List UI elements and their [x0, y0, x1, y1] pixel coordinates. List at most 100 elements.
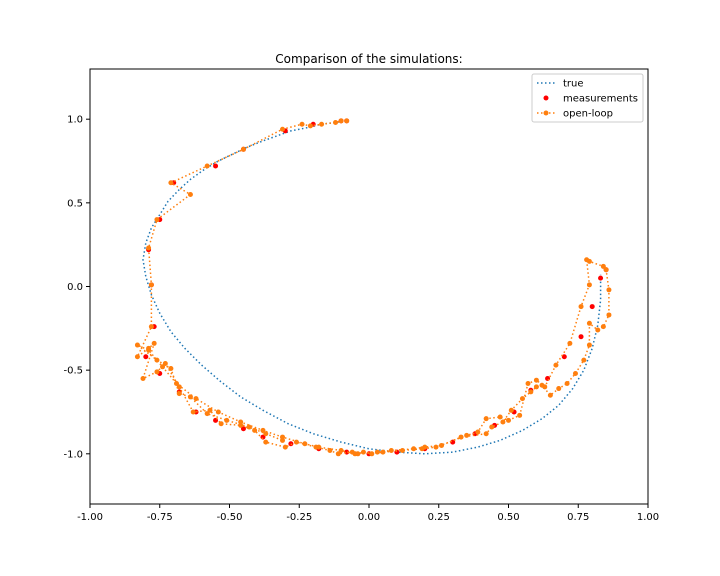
legend-open-loop-label: open-loop: [563, 109, 613, 120]
open-loop-point: [433, 444, 439, 450]
open-loop-point: [606, 312, 612, 318]
open-loop-point: [399, 447, 405, 453]
open-loop-point: [380, 449, 386, 455]
open-loop-point: [176, 384, 182, 390]
open-loop-point: [134, 354, 140, 360]
open-loop-point: [238, 419, 244, 425]
open-loop-point: [539, 382, 545, 388]
x-tick-label: -0.50: [217, 512, 243, 523]
open-loop-point: [483, 416, 489, 422]
open-loop-point: [497, 414, 503, 420]
open-loop-point: [572, 371, 578, 376]
open-loop-point: [475, 429, 481, 435]
open-loop-point: [162, 360, 168, 366]
open-loop-point: [603, 267, 609, 273]
open-loop-point: [146, 347, 152, 353]
open-loop-point: [338, 447, 344, 453]
open-loop-point: [388, 447, 394, 453]
open-loop-point: [374, 449, 380, 455]
open-loop-point: [224, 417, 230, 423]
open-loop-point: [187, 394, 193, 400]
open-loop-point: [148, 282, 154, 288]
open-loop-point: [154, 369, 160, 375]
open-loop-point: [140, 376, 146, 382]
measurement-point: [598, 275, 604, 281]
measurement-point: [578, 334, 584, 340]
open-loop-series-line: [136, 120, 610, 455]
open-loop-point: [352, 451, 358, 457]
open-loop-point: [299, 121, 305, 127]
open-loop-point: [218, 421, 224, 427]
y-tick-label: 0.5: [67, 198, 83, 209]
x-tick-label: 1.00: [637, 512, 659, 523]
x-tick-label: -0.25: [286, 512, 312, 523]
open-loop-point: [154, 357, 160, 363]
open-loop-point: [307, 123, 313, 129]
open-loop-point: [316, 444, 322, 450]
x-tick-label: -0.75: [147, 512, 173, 523]
open-loop-point: [333, 120, 339, 126]
open-loop-point: [528, 389, 534, 395]
open-loop-point: [204, 411, 210, 417]
open-loop-point: [553, 362, 559, 368]
open-loop-point: [344, 118, 350, 124]
true-series-line: [142, 120, 602, 455]
y-tick-label: 0.0: [67, 282, 83, 293]
legend: true measurements open-loop: [531, 73, 644, 123]
open-loop-point: [422, 444, 428, 450]
open-loop-point: [464, 432, 470, 438]
y-tick-label: 1.0: [67, 115, 83, 126]
open-loop-point: [369, 451, 375, 457]
x-axis: -1.00 -0.75 -0.50 -0.25 0.00 0.25 0.50 0.75 1.00: [77, 504, 659, 523]
open-loop-point: [187, 191, 193, 197]
open-loop-point: [293, 439, 299, 445]
open-loop-point: [458, 434, 464, 440]
open-loop-point: [173, 381, 179, 387]
open-loop-point: [439, 442, 445, 448]
open-loop-point: [160, 364, 166, 370]
open-loop-point: [280, 126, 286, 132]
measurement-point: [213, 163, 219, 169]
open-loop-point: [556, 386, 562, 392]
open-loop-point: [600, 263, 606, 269]
x-tick-label: 0.50: [497, 512, 519, 523]
open-loop-point: [168, 365, 174, 371]
open-loop-point: [282, 444, 288, 450]
open-loop-point: [193, 396, 199, 402]
open-loop-point: [586, 282, 592, 288]
measurement-point: [561, 354, 567, 360]
open-loop-point: [134, 342, 140, 348]
open-loop-point: [567, 340, 573, 346]
open-loop-point: [215, 409, 221, 415]
open-loop-point: [595, 327, 601, 333]
open-loop-point: [207, 407, 213, 413]
open-loop-point: [176, 391, 182, 397]
measurement-point: [143, 354, 149, 360]
series-layer: [134, 118, 612, 457]
measurement-point: [288, 441, 294, 447]
open-loop-point: [606, 287, 612, 293]
x-tick-label: 0.25: [428, 512, 450, 523]
open-loop-point: [151, 340, 157, 346]
legend-box: [531, 73, 644, 123]
open-loop-point: [533, 377, 539, 383]
open-loop-point: [525, 381, 531, 387]
open-loop-point: [252, 427, 258, 433]
open-loop-point: [506, 417, 511, 423]
legend-measurements-marker: [543, 95, 549, 101]
open-loop-point: [500, 419, 506, 425]
open-loop-point: [519, 396, 525, 402]
measurement-point: [589, 304, 595, 310]
open-loop-point: [600, 324, 606, 330]
measurement-point: [545, 376, 551, 382]
open-loop-point: [302, 441, 308, 447]
open-loop-point: [240, 146, 246, 152]
open-loop-point: [168, 180, 174, 186]
open-loop-point: [581, 357, 587, 363]
open-loop-point: [319, 121, 325, 127]
open-loop-point: [154, 217, 160, 223]
open-loop-point: [411, 446, 417, 452]
y-axis: -1.0 -0.5 0.0 0.5 1.0: [63, 115, 90, 460]
y-tick-label: -1.0: [63, 449, 83, 460]
open-loop-point: [508, 407, 514, 413]
